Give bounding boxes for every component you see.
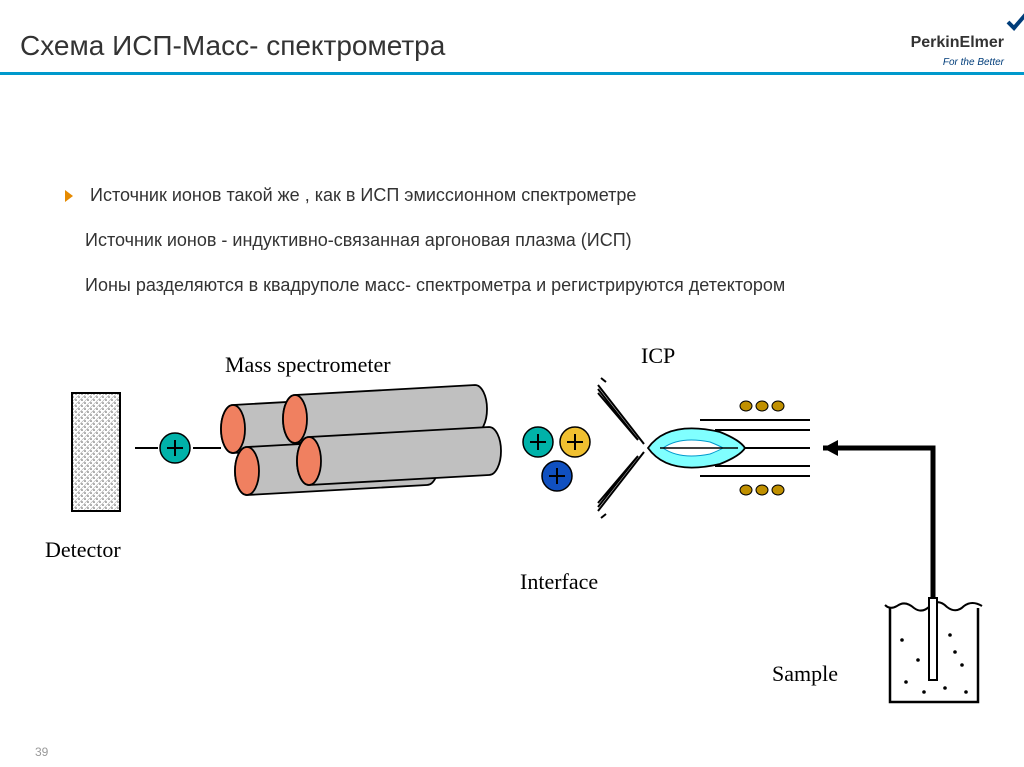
detector-shape	[72, 393, 120, 511]
ion-blue	[542, 461, 572, 491]
plasma-torch	[648, 420, 810, 476]
page-number: 39	[35, 745, 48, 759]
sample-beaker	[885, 598, 982, 702]
interface-cones	[598, 378, 644, 518]
sample-arrow	[823, 440, 933, 645]
diagram-svg	[0, 0, 1024, 767]
ion-teal	[160, 433, 190, 463]
ion-teal	[523, 427, 553, 457]
quadrupole	[221, 385, 501, 495]
ion-yellow	[560, 427, 590, 457]
